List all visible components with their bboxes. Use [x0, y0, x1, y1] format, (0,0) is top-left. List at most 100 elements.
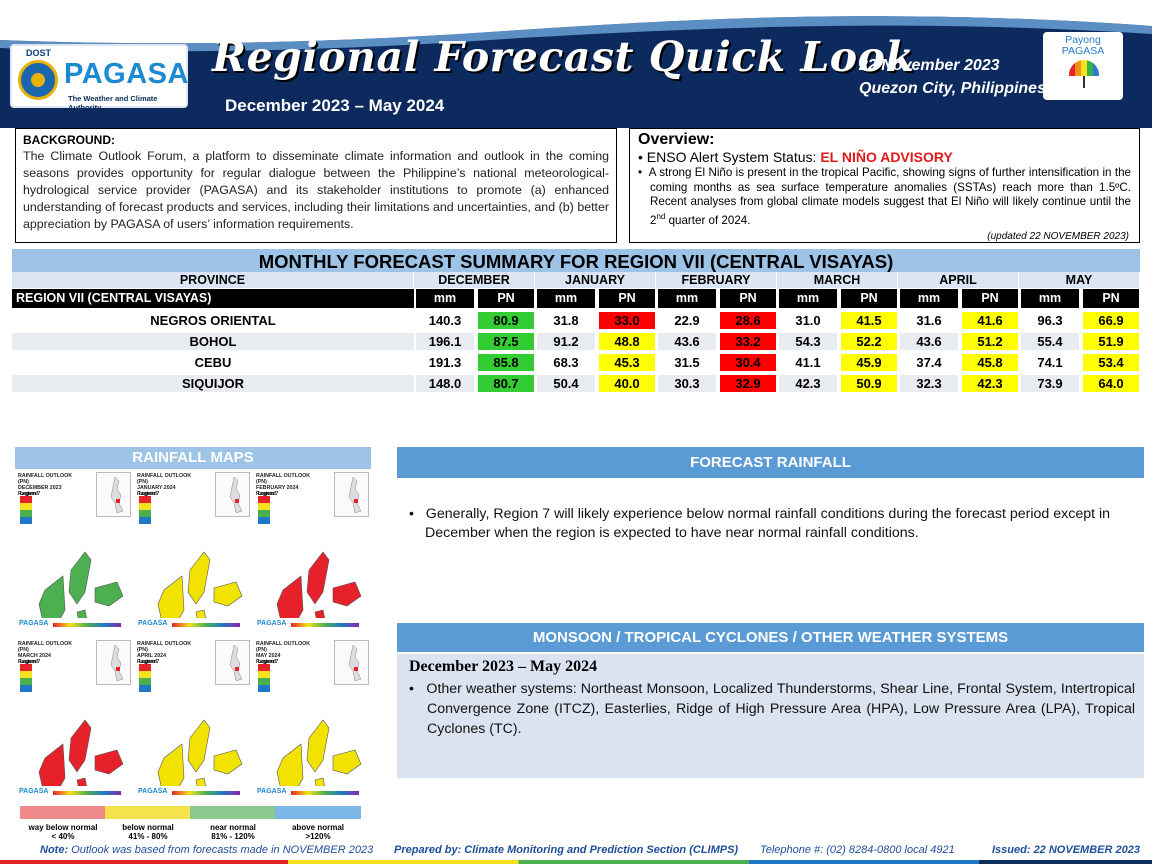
month-header: FEBRUARY [656, 272, 777, 288]
umbrella-icon [1069, 60, 1099, 76]
payong-line-2: PAGASA [1061, 45, 1105, 57]
province-header: PROVINCE [12, 272, 414, 288]
region-map-shape [157, 719, 243, 786]
map-legend-label: Legend [258, 659, 276, 665]
legend-range: 81% - 120% [211, 832, 255, 841]
issue-location: Quezon City, Philippines [859, 80, 1046, 97]
footer-issued: Issued: 22 NOVEMBER 2023 [992, 844, 1140, 856]
footer-color-line [0, 860, 1152, 864]
header-background [0, 0, 1152, 128]
payong-pagasa-logo: Payong PAGASA [1043, 32, 1123, 100]
map-title: RAINFALL OUTLOOK (PN) JANUARY 2024 Region … [137, 473, 202, 497]
legend-category: below normal [122, 823, 174, 832]
region-map-shape [38, 551, 124, 618]
map-title-text: RAINFALL OUTLOOK (PN) [18, 473, 73, 485]
mm-value: 55.4 [1021, 333, 1079, 350]
philippines-inset-map [96, 472, 131, 517]
payong-line-1: Payong [1065, 34, 1101, 46]
rainfall-map: RAINFALL OUTLOOK (PN) JANUARY 2024 Region … [134, 470, 252, 633]
map-legend-label: Legend [20, 491, 38, 497]
pn-subheader: PN [478, 289, 534, 308]
region-map-shape [157, 551, 243, 618]
map-title: RAINFALL OUTLOOK (PN) FEBRUARY 2024 Region… [256, 473, 321, 497]
pn-value: 32.9 [720, 375, 776, 392]
pn-value: 50.9 [841, 375, 897, 392]
map-month: MARCH 2024 [18, 653, 51, 659]
map-region: Region 7 [137, 491, 160, 497]
mm-value: 31.5 [674, 355, 700, 370]
legend-label: below normal 41% - 80% [103, 823, 193, 841]
mm-value: 96.3 [1037, 313, 1063, 328]
enso-status: EL NIÑO ADVISORY [820, 149, 953, 165]
legend-swatch [20, 806, 106, 819]
map-month: DECEMBER 2023 [18, 485, 62, 491]
overview-bullet: • A strong El Niño is present in the tro… [638, 166, 1131, 227]
map-region: Region 7 [18, 491, 41, 497]
philippines-inset-map [96, 640, 131, 685]
footer: Note: Outlook was based from forecasts m… [0, 842, 1152, 864]
map-legend-swatches [139, 496, 151, 524]
mm-subheader: mm [537, 289, 595, 308]
forecast-rainfall-heading: FORECAST RAINFALL [397, 447, 1144, 478]
pn-value: 41.6 [962, 312, 1018, 329]
mm-subheader: mm [1021, 289, 1079, 308]
map-legend-swatches [20, 664, 32, 692]
pn-value: 40.0 [599, 375, 655, 392]
pagasa-logo: DOST PAGASA The Weather and Climate Auth… [10, 44, 189, 112]
region-map-shape [276, 719, 362, 786]
pn-value: 42.3 [962, 375, 1018, 392]
pn-value: 51.2 [962, 333, 1018, 350]
map-region: Region 7 [256, 659, 279, 665]
legend-category: near normal [210, 823, 256, 832]
note-label: Note: [40, 844, 69, 856]
region-map-shape [38, 719, 124, 786]
mm-value: 32.3 [900, 375, 958, 392]
map-region: Region 7 [18, 659, 41, 665]
pn-value: 80.9 [478, 312, 534, 329]
province-name: SIQUIJOR [12, 375, 414, 392]
month-header: DECEMBER [414, 272, 535, 288]
map-title-text: RAINFALL OUTLOOK (PN) [18, 641, 73, 653]
pn-value: 85.8 [478, 354, 534, 371]
page-title: Regional Forecast Quick Look [212, 33, 915, 81]
map-footer: PAGASA [134, 786, 252, 801]
overview-tail: quarter of 2024. [665, 213, 751, 227]
monsoon-heading: MONSOON / TROPICAL CYCLONES / OTHER WEAT… [397, 623, 1144, 652]
overview-heading: Overview: [638, 131, 715, 148]
legend-label: above normal >120% [273, 823, 363, 841]
legend-swatch [105, 806, 191, 819]
pn-value: 45.3 [599, 354, 655, 371]
agency-name: PAGASA [64, 58, 189, 90]
dost-label: DOST [26, 48, 52, 58]
mm-value: 41.1 [795, 355, 821, 370]
map-footer: PAGASA [253, 786, 371, 801]
pn-value: 45.9 [841, 354, 897, 371]
map-month: APRIL 2024 [137, 653, 167, 659]
legend-label: near normal 81% - 120% [188, 823, 278, 841]
pn-value: 80.7 [478, 375, 534, 392]
legend-range: 41% - 80% [128, 832, 168, 841]
monsoon-section: December 2023 – May 2024 • Other weather… [397, 654, 1144, 778]
mm-value: 196.1 [416, 333, 474, 350]
background-heading: BACKGROUND: [23, 133, 115, 147]
legend-range: < 40% [51, 832, 75, 841]
pn-value: 41.5 [841, 312, 897, 329]
mm-subheader: mm [900, 289, 958, 308]
map-title-text: RAINFALL OUTLOOK (PN) [256, 473, 311, 485]
map-title-text: RAINFALL OUTLOOK (PN) [137, 641, 192, 653]
pn-value: 52.2 [841, 333, 897, 350]
mm-value: 50.4 [537, 375, 595, 392]
pn-value: 53.4 [1083, 354, 1139, 371]
province-name: BOHOL [12, 333, 414, 350]
month-header: MARCH [777, 272, 898, 288]
monsoon-text: Other weather systems: Northeast Monsoon… [426, 681, 1135, 737]
map-title: RAINFALL OUTLOOK (PN) APRIL 2024 Region 7 [137, 641, 202, 665]
map-footer: PAGASA [15, 786, 133, 801]
mm-value: 42.3 [779, 375, 837, 392]
map-footer: PAGASA [15, 618, 133, 633]
forecast-period: December 2023 – May 2024 [225, 96, 445, 115]
philippines-inset-map [334, 472, 369, 517]
map-footer: PAGASA [253, 618, 371, 633]
overview-updated: (updated 22 NOVEMBER 2023) [987, 231, 1129, 242]
pn-value: 33.2 [720, 333, 776, 350]
